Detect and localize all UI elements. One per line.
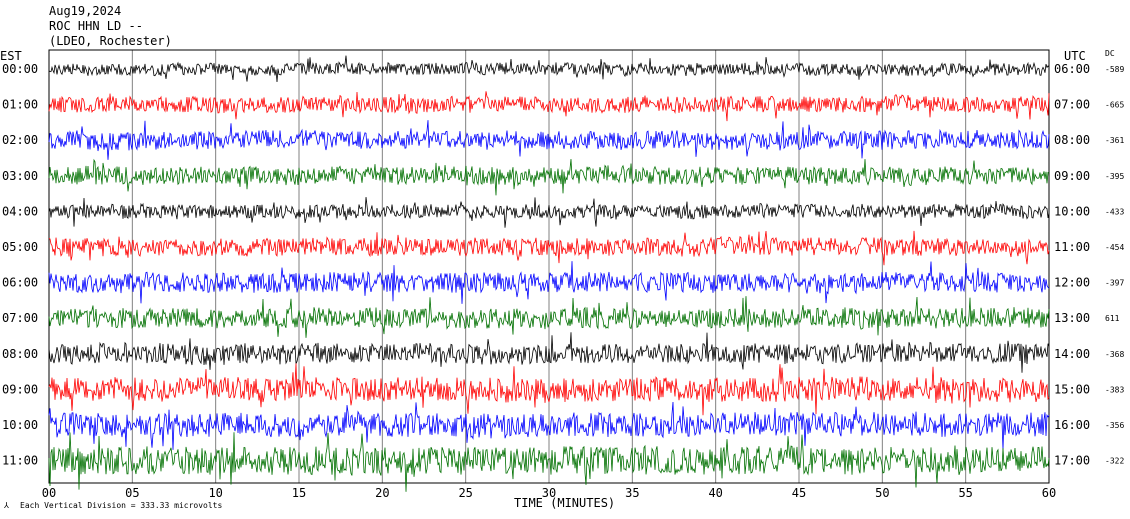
x-tick-label: 25 (458, 486, 472, 500)
est-hour-label: 11:00 (2, 454, 38, 468)
dc-offset-label: -322 (1105, 457, 1124, 466)
utc-hour-label: 06:00 (1054, 62, 1090, 76)
utc-hour-label: 13:00 (1054, 311, 1090, 325)
dc-offset-label: -368 (1105, 350, 1124, 359)
x-tick-label: 30 (542, 486, 556, 500)
trace-line (48, 197, 1050, 228)
chart-date: Aug19,2024 (49, 4, 121, 18)
est-axis-title: EST (0, 49, 22, 63)
dc-column-title: DC (1105, 49, 1115, 58)
axis-symbol-icon: ⅄ (3, 501, 9, 510)
x-tick-label: 50 (875, 486, 889, 500)
utc-hour-label: 08:00 (1054, 133, 1090, 147)
trace-line (48, 261, 1050, 304)
x-tick-label: 45 (792, 486, 806, 500)
trace-line (48, 432, 1050, 492)
x-tick-label: 35 (625, 486, 639, 500)
dc-offset-label: -395 (1105, 172, 1124, 181)
x-tick-label: 00 (42, 486, 56, 500)
row-labels: 00:00 06:00 -589 01:00 07:00 -665 02:00 08:00 -3… (2, 62, 1124, 468)
dc-offset-label: -361 (1105, 136, 1124, 145)
x-tick-label: 40 (708, 486, 722, 500)
dc-offset-label: -665 (1105, 101, 1124, 110)
utc-hour-label: 10:00 (1054, 204, 1090, 218)
est-hour-label: 10:00 (2, 418, 38, 432)
dc-offset-label: -356 (1105, 421, 1124, 430)
grid-lines (131, 50, 967, 483)
x-tick-label: 05 (125, 486, 139, 500)
dc-offset-label: -433 (1105, 207, 1124, 216)
trace-line (48, 120, 1050, 160)
x-tick-label: 20 (375, 486, 389, 500)
utc-hour-label: 14:00 (1054, 347, 1090, 361)
trace-line (48, 158, 1050, 196)
trace-group (48, 55, 1050, 492)
est-hour-label: 07:00 (2, 311, 38, 325)
utc-hour-label: 17:00 (1054, 454, 1090, 468)
utc-hour-label: 16:00 (1054, 418, 1090, 432)
trace-line (48, 91, 1050, 122)
chart-station: ROC HHN LD -- (49, 19, 143, 33)
est-hour-label: 01:00 (2, 98, 38, 112)
x-tick-label: 60 (1042, 486, 1056, 500)
chart-location: (LDEO, Rochester) (49, 34, 172, 48)
utc-hour-label: 12:00 (1054, 276, 1090, 290)
trace-line (48, 230, 1050, 266)
dc-offset-label: -397 (1105, 279, 1124, 288)
est-hour-label: 05:00 (2, 240, 38, 254)
x-tick-label: 10 (208, 486, 222, 500)
trace-line (48, 401, 1050, 451)
x-axis-ticks: 00 05 10 15 20 25 30 35 40 45 50 55 60 (42, 486, 1056, 500)
est-hour-label: 09:00 (2, 382, 38, 396)
trace-line (48, 55, 1050, 83)
est-hour-label: 02:00 (2, 133, 38, 147)
utc-hour-label: 09:00 (1054, 169, 1090, 183)
utc-hour-label: 11:00 (1054, 240, 1090, 254)
est-hour-label: 03:00 (2, 169, 38, 183)
scale-note: Each Vertical Division = 333.33 microvol… (20, 501, 222, 510)
est-hour-label: 06:00 (2, 276, 38, 290)
dc-offset-label: -589 (1105, 65, 1124, 74)
x-tick-label: 55 (958, 486, 972, 500)
est-hour-label: 00:00 (2, 62, 38, 76)
utc-axis-title: UTC (1064, 49, 1086, 63)
x-tick-label: 15 (292, 486, 306, 500)
est-hour-label: 04:00 (2, 204, 38, 218)
trace-line (48, 332, 1050, 373)
dc-offset-label: -383 (1105, 385, 1124, 394)
est-hour-label: 08:00 (2, 347, 38, 361)
trace-line (48, 363, 1050, 416)
utc-hour-label: 07:00 (1054, 98, 1090, 112)
x-axis-label: TIME (MINUTES) (514, 496, 615, 510)
dc-offset-label: 611 (1105, 314, 1120, 323)
plot-frame (48, 49, 1050, 484)
dc-offset-label: -454 (1105, 243, 1124, 252)
utc-hour-label: 15:00 (1054, 382, 1090, 396)
trace-line (48, 296, 1050, 338)
